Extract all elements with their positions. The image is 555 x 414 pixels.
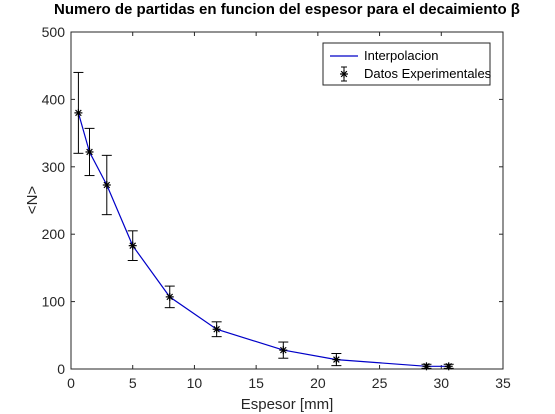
y-axis: 0 100 200 300 400 500 xyxy=(42,24,503,377)
x-tick-label: 0 xyxy=(67,375,75,391)
x-tick-label: 35 xyxy=(495,375,511,391)
chart-title: Numero de partidas en funcion del espeso… xyxy=(54,1,520,18)
legend-marker-swatch xyxy=(340,66,348,82)
y-tick-label: 100 xyxy=(42,294,66,310)
data-point xyxy=(332,355,341,364)
plot-area xyxy=(70,31,504,370)
data-point xyxy=(279,346,288,355)
y-tick-label: 200 xyxy=(42,226,66,242)
y-axis-label: <N> xyxy=(24,186,41,215)
x-tick-label: 10 xyxy=(187,375,203,391)
data-point xyxy=(85,147,94,156)
y-tick-label: 300 xyxy=(42,159,66,175)
x-tick-label: 30 xyxy=(433,375,449,391)
x-axis: 0 5 10 15 20 25 30 35 xyxy=(67,32,511,391)
data-point xyxy=(102,180,111,189)
y-tick-label: 400 xyxy=(42,91,66,107)
legend-label-datos: Datos Experimentales xyxy=(364,66,492,81)
legend-box xyxy=(322,42,491,86)
y-tick-label: 500 xyxy=(42,24,66,40)
legend-star-icon xyxy=(340,70,348,78)
data-point xyxy=(74,108,83,117)
data-markers xyxy=(74,108,453,371)
x-axis-label: Espesor [mm] xyxy=(241,396,334,413)
legend-label-interpolacion: Interpolacion xyxy=(364,48,438,63)
data-point xyxy=(128,241,137,250)
data-point xyxy=(212,325,221,334)
legend: Interpolacion Datos Experimentales xyxy=(322,42,492,86)
data-point xyxy=(422,362,431,371)
x-tick-label: 25 xyxy=(372,375,388,391)
x-tick-label: 15 xyxy=(248,375,264,391)
data-point xyxy=(165,292,174,301)
y-tick-label: 0 xyxy=(57,361,65,377)
data-point xyxy=(444,362,453,371)
interpolation-line xyxy=(77,112,449,367)
x-tick-label: 5 xyxy=(129,375,137,391)
x-tick-label: 20 xyxy=(310,375,326,391)
